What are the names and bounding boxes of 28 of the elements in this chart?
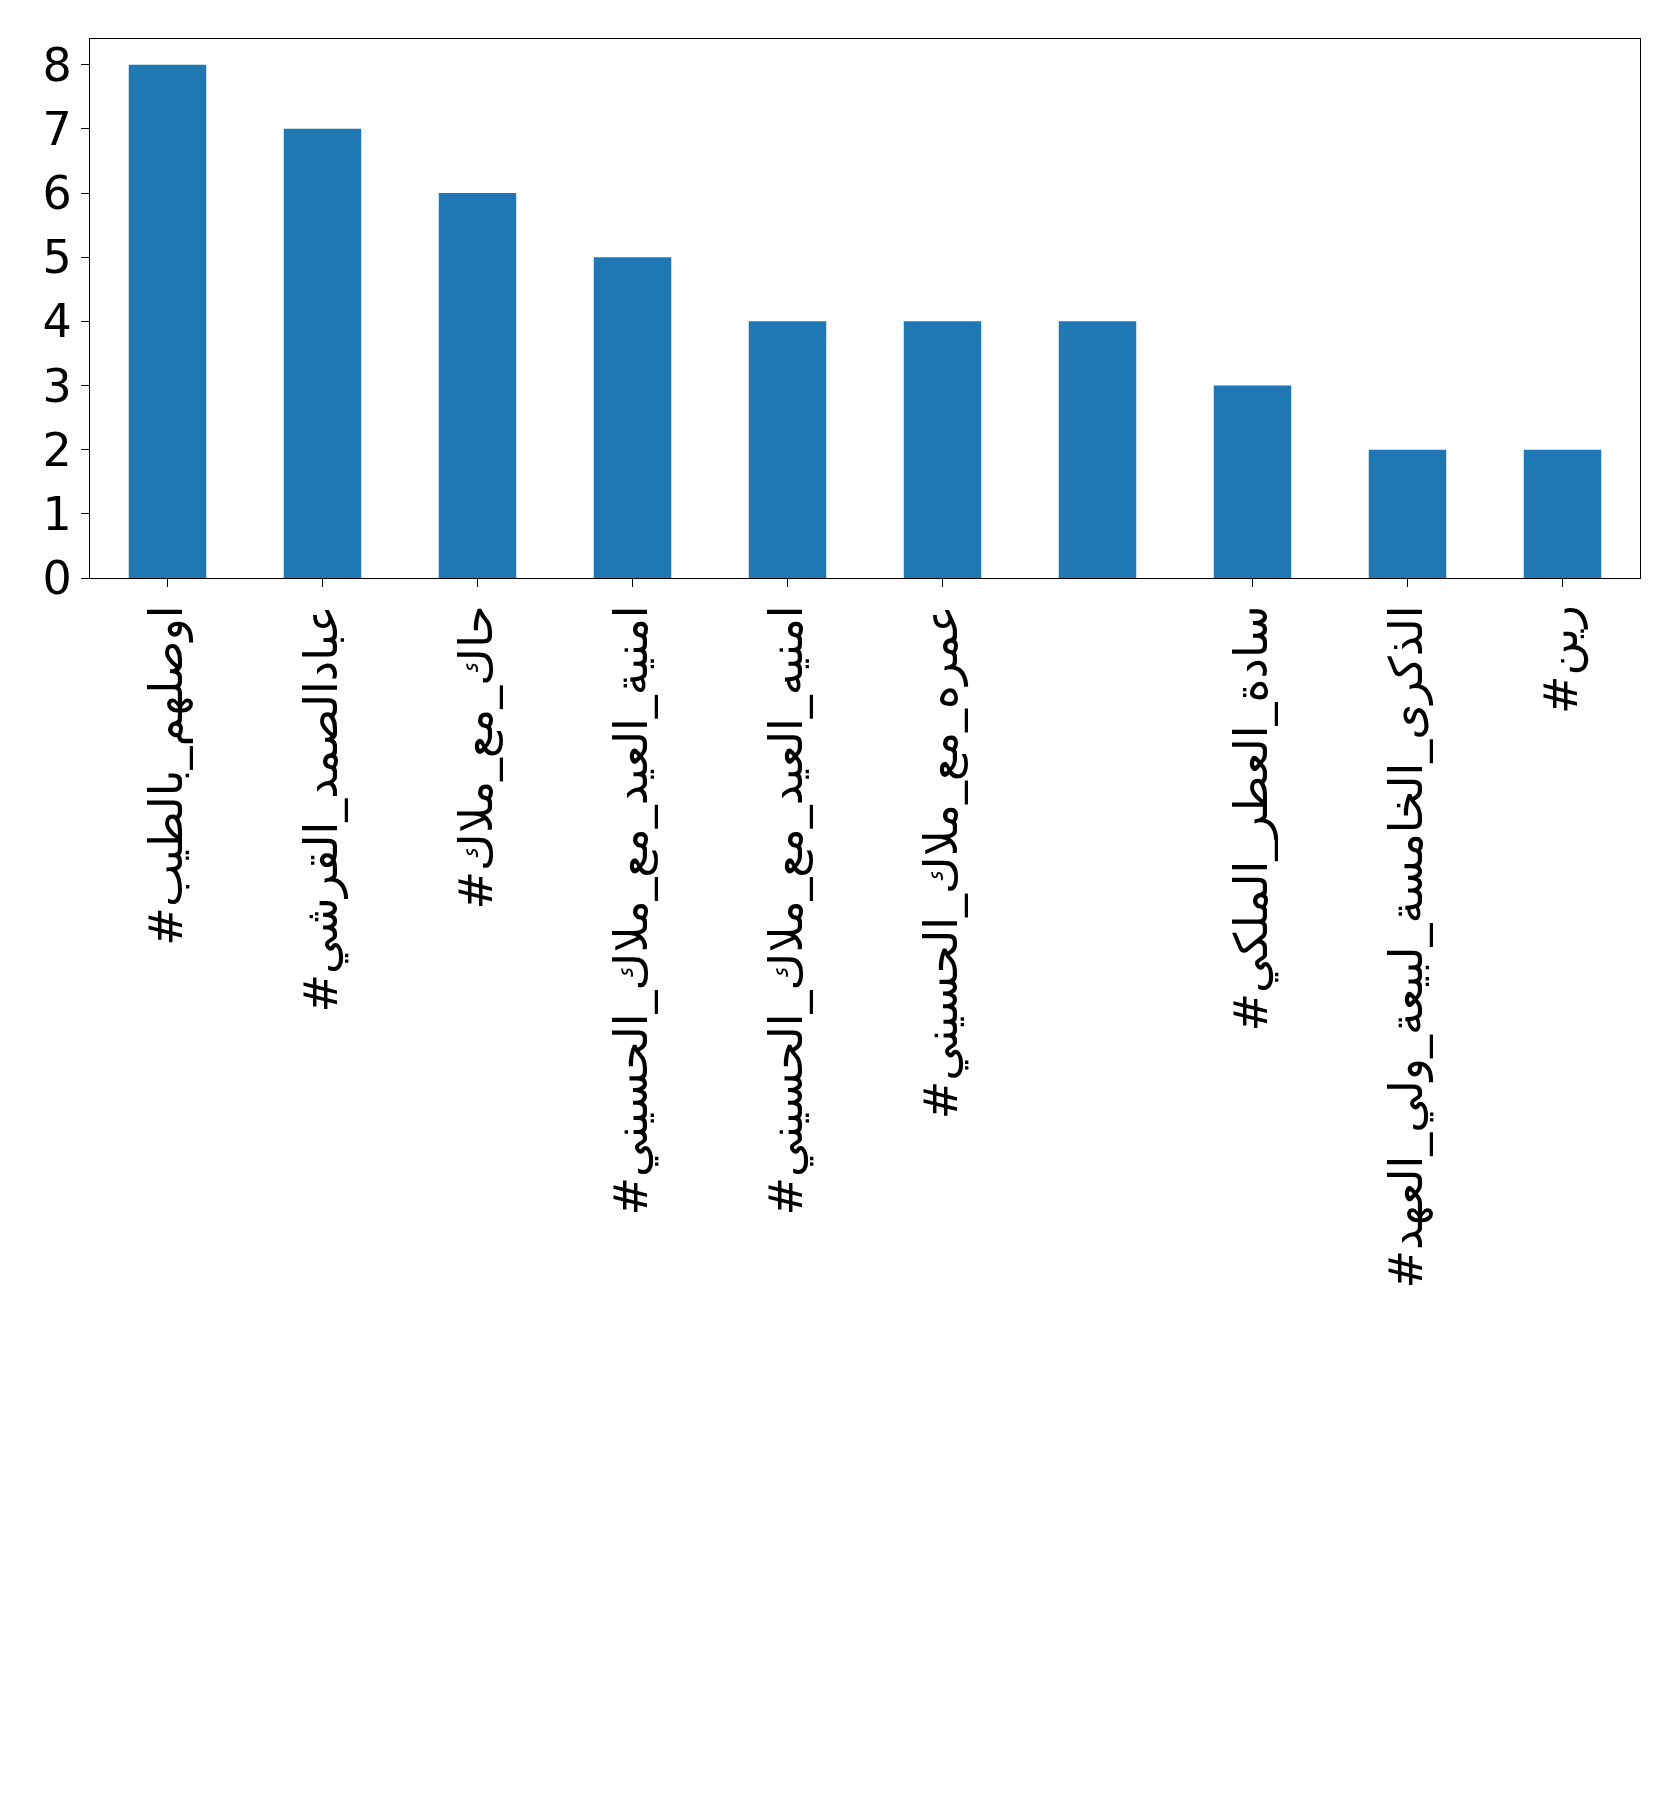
- bar: [593, 257, 672, 578]
- x-tick-label: #امنيه_العيد_مع_ملاك_الحسيني: [759, 605, 815, 1216]
- bar: [1213, 385, 1292, 578]
- bar: [1523, 449, 1602, 578]
- bar: [128, 64, 207, 578]
- x-tick-label: #سادة_العطر_الملكي: [1224, 605, 1280, 1032]
- y-tick-label: 4: [42, 294, 72, 349]
- x-tick-label: #عمره_مع_ملاك_الحسيني: [914, 605, 970, 1120]
- bar: [438, 193, 517, 578]
- y-tick-label: 7: [42, 101, 72, 156]
- x-tick-label: #الذكرى_الخامسة_لبيعة_ولي_العهد: [1379, 605, 1435, 1289]
- y-tick-label: 6: [42, 166, 72, 221]
- x-tick-label: #امنية_العيد_مع_ملاك_الحسيني: [604, 605, 660, 1216]
- y-tick-label: 0: [42, 551, 72, 606]
- bar: [1058, 321, 1137, 578]
- bar: [283, 128, 362, 578]
- y-tick-label: 5: [42, 230, 72, 285]
- x-tick-label: #اوصلهم_بالطيب: [139, 605, 195, 946]
- bar: [903, 321, 982, 578]
- bar: [1368, 449, 1447, 578]
- x-tick-label: #حاك_مع_ملاك: [449, 605, 504, 910]
- x-tick-label: #رين: [1534, 605, 1590, 714]
- bar: [748, 321, 827, 578]
- y-tick-label: 1: [42, 486, 72, 541]
- y-tick-label: 2: [42, 422, 72, 477]
- x-tick-label: #عبادالصمد_القرشي: [294, 605, 350, 1013]
- y-tick-label: 3: [42, 358, 72, 413]
- y-tick-label: 8: [42, 37, 72, 92]
